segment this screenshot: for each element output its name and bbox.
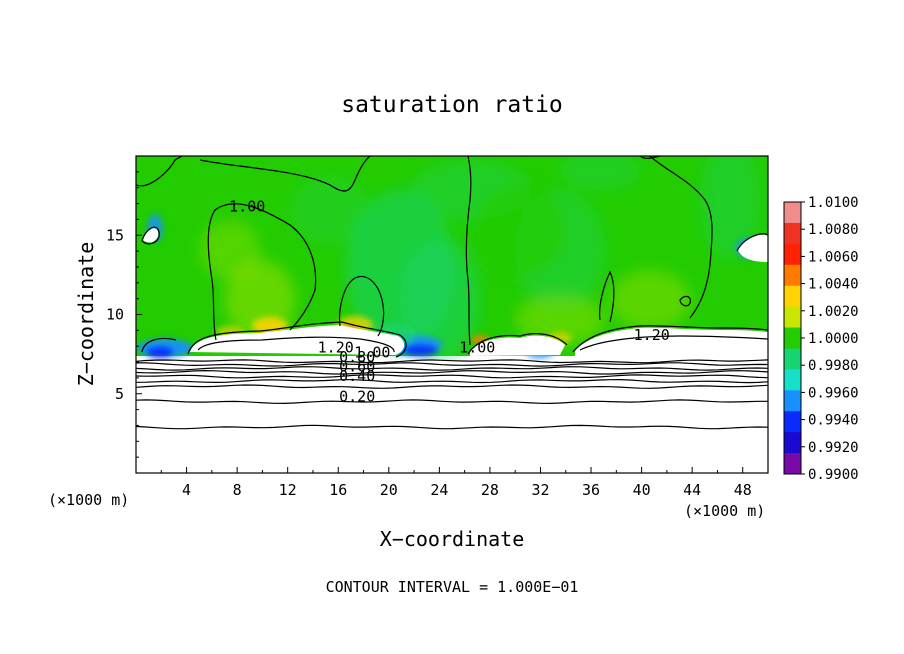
contour-line: [465, 156, 472, 346]
contour-label: 1.00: [354, 343, 390, 361]
x-tick-label: 48: [734, 481, 752, 499]
contour-line: [136, 378, 768, 384]
plot-area: 1.001.20 1.000.800.600.400.201.001.20: [136, 156, 768, 473]
contour-label: 0.60: [339, 358, 375, 376]
x-tick-label: 20: [380, 481, 398, 499]
x-unit-right: (×1000 m): [684, 502, 765, 520]
x-tick-label: 4: [182, 481, 191, 499]
colorbar-swatch: [784, 390, 801, 412]
contour-label-group: 1.001.20 1.000.800.600.400.201.001.20: [229, 197, 670, 405]
colorbar-swatch: [784, 243, 801, 266]
contour-line: [141, 226, 160, 245]
contour-line: [141, 337, 177, 353]
x-tick-label: 40: [633, 481, 651, 499]
colorbar-label: 1.0000: [808, 331, 859, 347]
chart-title: saturation ratio: [341, 92, 563, 118]
contour-line: [136, 399, 768, 405]
colorbar-swatch: [784, 306, 801, 329]
colorbar-swatch: [784, 222, 801, 245]
x-tick-label: 44: [683, 481, 701, 499]
contour-lines: [136, 156, 768, 430]
contour-line: [187, 321, 407, 358]
colorbar-label: 1.0060: [808, 249, 859, 265]
contour-line: [136, 362, 768, 367]
x-axis-label: X−coordinate: [380, 527, 525, 551]
contour-line: [136, 366, 768, 371]
contour-line: [599, 270, 615, 323]
contour-line: [136, 369, 768, 375]
colorbar-label: 1.0100: [808, 195, 859, 211]
colorbar-swatch: [784, 369, 801, 391]
colorbar-label: 1.0080: [808, 222, 859, 238]
contour-label: 1.20: [318, 339, 354, 357]
colorbar-label: 1.0040: [808, 277, 859, 293]
contour-line: [136, 424, 768, 430]
contour-line: [136, 374, 768, 379]
x-tick-label: 16: [329, 481, 347, 499]
colorbar: 1.0100 1.0080 1.0060 1.0040 1.0020 1.0000 0.99…: [783, 195, 859, 483]
colorbar-label: 0.9980: [808, 358, 859, 374]
subsaturated-patch: [143, 228, 159, 243]
subsaturated-patch: [738, 234, 768, 262]
contour-line: [338, 276, 385, 337]
contour-label: 0.20: [339, 388, 375, 406]
y-tick-label: 10: [106, 306, 124, 324]
colorbar-swatch: [784, 411, 801, 433]
contour-interval-note: CONTOUR INTERVAL = 1.000E−01: [326, 578, 579, 596]
colorbar-label: 0.9920: [808, 440, 859, 456]
contour-line: [136, 156, 183, 187]
subsaturated-patch: [575, 327, 768, 356]
y-tick-label: 15: [106, 226, 124, 244]
contour-line: [136, 359, 768, 364]
x-axis: 4 8 12 16 20 24 28 32 36 40 44 48: [160, 467, 752, 499]
colorbar-swatch: [784, 348, 801, 370]
contour-line: [572, 325, 768, 353]
x-tick-label: 32: [531, 481, 549, 499]
contour-label: 1.20: [634, 326, 670, 344]
contour-line: [649, 156, 713, 319]
contour-line: [579, 335, 768, 351]
contour-label: 0.40: [339, 367, 375, 385]
contour-line: [136, 384, 768, 389]
contour-line: [197, 336, 395, 353]
colorbar-label: 0.9940: [808, 413, 859, 429]
y-axis: 5 10 15: [106, 171, 142, 458]
y-axis-label: Z−coordinate: [74, 242, 98, 387]
y-tick-label: 5: [115, 385, 124, 403]
contour-line: [736, 233, 768, 252]
colorbar-label: 0.9900: [808, 467, 859, 483]
colorbar-swatch: [784, 432, 801, 454]
contour-line: [679, 295, 691, 307]
colorbar-swatch: [784, 453, 801, 475]
contour-line: [207, 203, 317, 341]
x-tick-label: 36: [582, 481, 600, 499]
colorbar-label: 1.0020: [808, 304, 859, 320]
subsaturated-patch: [190, 325, 405, 355]
colorbar-swatch: [784, 202, 801, 224]
contour-label: 1.00: [459, 339, 495, 357]
contour-line: [467, 333, 568, 355]
subsaturated-patch: [470, 335, 565, 356]
colorbar-swatch: [784, 264, 801, 287]
x-tick-label: 8: [233, 481, 242, 499]
colorbar-swatch: [784, 285, 801, 308]
contour-label: 0.80: [339, 348, 375, 366]
field-anomalies: [200, 156, 760, 360]
x-tick-label: 12: [279, 481, 297, 499]
x-tick-label: 24: [430, 481, 448, 499]
x-unit-left: (×1000 m): [48, 491, 129, 509]
contour-label: 1.00: [229, 197, 265, 215]
colorbar-label: 0.9960: [808, 385, 859, 401]
colorbar-swatch: [784, 327, 801, 349]
contour-line: [199, 156, 371, 192]
lower-layer: [136, 360, 768, 473]
x-tick-label: 28: [481, 481, 499, 499]
